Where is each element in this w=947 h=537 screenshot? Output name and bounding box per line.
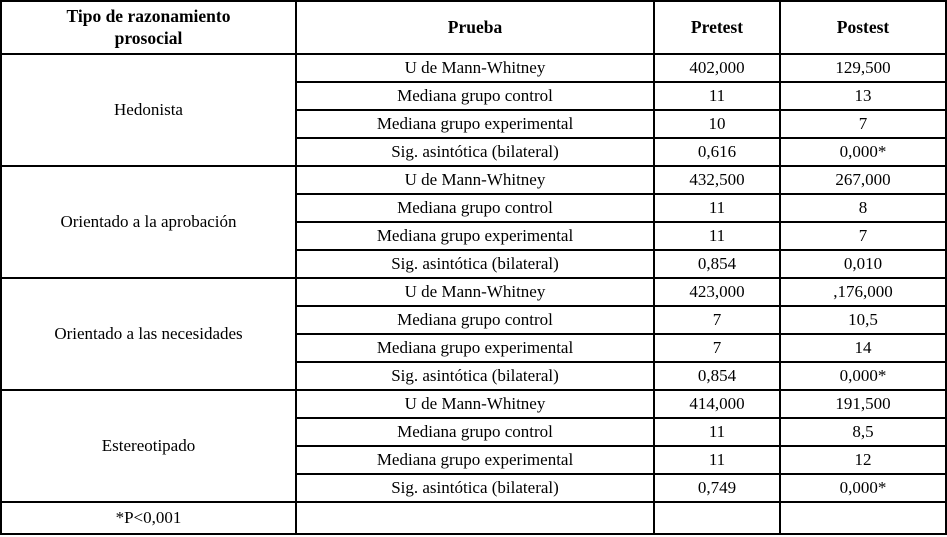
cell-pretest: 7 [653, 305, 781, 335]
cell-prueba: U de Mann-Whitney [295, 389, 655, 419]
cell-pretest: 0,854 [653, 361, 781, 391]
cell-prueba: Mediana grupo experimental [295, 445, 655, 475]
table-row: Mediana grupo control 11 13 [1, 81, 947, 111]
table-row: Sig. asintótica (bilateral) 0,749 0,000* [1, 473, 947, 503]
cell-postest: 8 [779, 193, 947, 223]
column-header-postest: Postest [779, 0, 947, 55]
table-row: Orientado a las necesidades U de Mann-Wh… [0, 277, 947, 391]
table-row: Sig. asintótica (bilateral) 0,854 0,010 [1, 249, 947, 279]
cell-prueba: U de Mann-Whitney [295, 277, 655, 307]
cell-postest: 267,000 [779, 165, 947, 195]
cell-prueba: U de Mann-Whitney [295, 165, 655, 195]
table-row: Sig. asintótica (bilateral) 0,854 0,000* [1, 361, 947, 391]
cell-postest: 0,000* [779, 473, 947, 503]
empty-cell [779, 501, 947, 535]
cell-pretest: 11 [653, 445, 781, 475]
cell-prueba: Sig. asintótica (bilateral) [295, 473, 655, 503]
cell-pretest: 10 [653, 109, 781, 139]
cell-postest: 8,5 [779, 417, 947, 447]
cell-postest: 10,5 [779, 305, 947, 335]
cell-prueba: Sig. asintótica (bilateral) [295, 249, 655, 279]
header-row: Tipo de razonamiento prosocial Prueba Pr… [0, 0, 947, 55]
cell-pretest: 11 [653, 81, 781, 111]
empty-cell [653, 501, 781, 535]
cell-prueba: Mediana grupo control [295, 417, 655, 447]
cell-prueba: Mediana grupo experimental [295, 109, 655, 139]
cell-pretest: 0,854 [653, 249, 781, 279]
empty-cell [295, 501, 655, 535]
footnote-row: *P<0,001 [0, 501, 947, 535]
cell-prueba: Mediana grupo experimental [295, 333, 655, 363]
cell-postest: 7 [779, 221, 947, 251]
cell-pretest: 432,500 [653, 165, 781, 195]
cell-postest: 0,000* [779, 137, 947, 167]
table-row: Mediana grupo control 11 8 [1, 193, 947, 223]
cell-pretest: 402,000 [653, 53, 781, 83]
table-row: Mediana grupo experimental 7 14 [1, 333, 947, 363]
group-label-necesidades: Orientado a las necesidades [0, 277, 297, 391]
table-row: Mediana grupo control 7 10,5 [1, 305, 947, 335]
cell-prueba: Sig. asintótica (bilateral) [295, 137, 655, 167]
table-row: Estereotipado U de Mann-Whitney 414,000 … [0, 389, 947, 503]
cell-prueba: Mediana grupo control [295, 193, 655, 223]
cell-postest: ,176,000 [779, 277, 947, 307]
cell-postest: 14 [779, 333, 947, 363]
cell-postest: 7 [779, 109, 947, 139]
cell-prueba: U de Mann-Whitney [295, 53, 655, 83]
column-header-pretest: Pretest [653, 0, 781, 55]
table-row: Mediana grupo experimental 11 7 [1, 221, 947, 251]
column-header-tipo-label: Tipo de razonamiento prosocial [66, 5, 231, 48]
table-row: Mediana grupo experimental 10 7 [1, 109, 947, 139]
group-label-aprobacion: Orientado a la aprobación [0, 165, 297, 279]
column-header-tipo: Tipo de razonamiento prosocial [0, 0, 297, 55]
cell-postest: 191,500 [779, 389, 947, 419]
cell-pretest: 11 [653, 221, 781, 251]
cell-pretest: 414,000 [653, 389, 781, 419]
cell-prueba: Mediana grupo experimental [295, 221, 655, 251]
cell-postest: 129,500 [779, 53, 947, 83]
footnote-text: *P<0,001 [0, 501, 297, 535]
cell-postest: 0,000* [779, 361, 947, 391]
cell-pretest: 11 [653, 417, 781, 447]
table-row: Orientado a la aprobación U de Mann-Whit… [0, 165, 947, 279]
cell-postest: 13 [779, 81, 947, 111]
group-label-hedonista: Hedonista [0, 53, 297, 167]
cell-postest: 12 [779, 445, 947, 475]
cell-prueba: Mediana grupo control [295, 305, 655, 335]
column-header-prueba: Prueba [295, 0, 655, 55]
cell-prueba: Mediana grupo control [295, 81, 655, 111]
table-row: Mediana grupo control 11 8,5 [1, 417, 947, 447]
cell-pretest: 0,749 [653, 473, 781, 503]
table-row: Sig. asintótica (bilateral) 0,616 0,000* [1, 137, 947, 167]
group-label-estereotipado: Estereotipado [0, 389, 297, 503]
table-row: Mediana grupo experimental 11 12 [1, 445, 947, 475]
cell-pretest: 7 [653, 333, 781, 363]
cell-postest: 0,010 [779, 249, 947, 279]
cell-pretest: 0,616 [653, 137, 781, 167]
cell-pretest: 11 [653, 193, 781, 223]
cell-prueba: Sig. asintótica (bilateral) [295, 361, 655, 391]
table-row: Hedonista U de Mann-Whitney 402,000 129,… [0, 53, 947, 167]
cell-pretest: 423,000 [653, 277, 781, 307]
